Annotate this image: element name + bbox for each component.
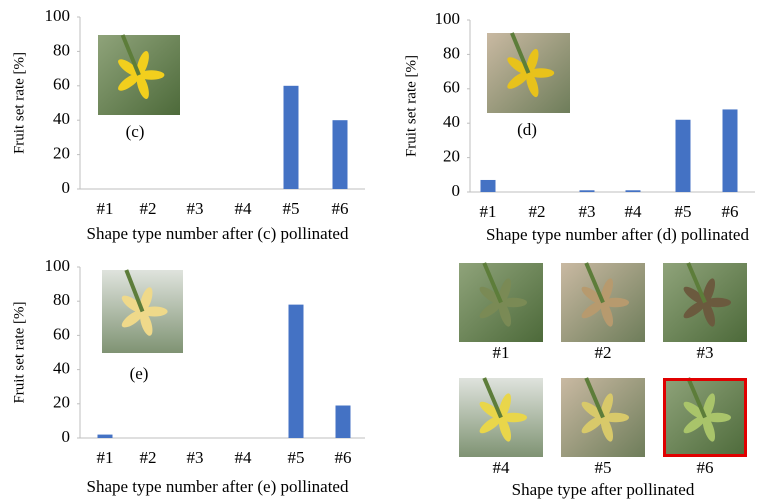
y-tick-label: 80: [53, 40, 70, 59]
y-tick-label: 80: [443, 43, 460, 62]
y-tick-label: 100: [45, 6, 71, 25]
annotation: (d): [517, 120, 537, 139]
x-tick-label: #3: [579, 202, 596, 221]
annotation: (c): [126, 122, 145, 141]
bar: [289, 305, 304, 438]
shape-label: #4: [493, 458, 511, 477]
y-tick-label: 0: [62, 427, 71, 446]
annotation: (e): [130, 364, 149, 383]
shape-label: #3: [697, 343, 714, 362]
x-tick-label: #6: [722, 202, 739, 221]
x-tick-label: #5: [288, 448, 305, 467]
shape-label: #1: [493, 343, 510, 362]
x-tick-label: #6: [332, 199, 349, 218]
bar: [676, 120, 691, 192]
y-tick-label: 60: [53, 75, 70, 94]
x-axis-label: Shape type number after (d) pollinated: [486, 225, 749, 244]
x-tick-label: #4: [235, 448, 253, 467]
y-tick-label: 40: [53, 359, 70, 378]
x-axis-label: Shape type number after (c) pollinated: [87, 224, 349, 243]
y-axis-label: Fruit set rate [%]: [11, 52, 27, 154]
bar: [626, 190, 641, 192]
x-tick-label: #2: [140, 448, 157, 467]
figure: 0 20 40 60 80 100 (c) #1 #2 #3 #4 #5 #6 Shape type nu…: [0, 0, 771, 502]
y-axis-label: Fruit set rate [%]: [403, 55, 419, 157]
y-tick-label: 100: [435, 9, 461, 28]
y-tick-label: 0: [452, 181, 461, 200]
shape-label: #6: [697, 458, 714, 477]
y-tick-label: 40: [443, 112, 460, 131]
x-tick-label: #2: [140, 199, 157, 218]
shape-label: #2: [595, 343, 612, 362]
x-tick-label: #1: [97, 448, 114, 467]
x-axis-label: Shape type number after (e) pollinated: [87, 477, 349, 496]
x-tick-label: #2: [529, 202, 546, 221]
y-axis-label: Fruit set rate [%]: [11, 301, 27, 403]
x-tick-label: #3: [187, 448, 204, 467]
x-tick-label: #1: [97, 199, 114, 218]
y-tick-label: 20: [443, 147, 460, 166]
bar: [98, 435, 113, 438]
x-tick-label: #1: [480, 202, 497, 221]
bar: [333, 120, 348, 189]
y-tick-label: 100: [45, 256, 71, 275]
y-tick-label: 80: [53, 290, 70, 309]
x-tick-label: #3: [187, 199, 204, 218]
y-tick-label: 40: [53, 109, 70, 128]
bar: [723, 109, 738, 192]
bar: [336, 406, 351, 438]
bar: [284, 86, 299, 189]
y-tick-label: 60: [443, 78, 460, 97]
shape-label: #5: [595, 458, 612, 477]
bar: [580, 190, 595, 192]
y-tick-label: 0: [62, 178, 71, 197]
bar: [481, 180, 496, 192]
y-tick-label: 20: [53, 144, 70, 163]
x-tick-label: #4: [235, 199, 253, 218]
x-tick-label: #5: [675, 202, 692, 221]
x-tick-label: #6: [335, 448, 352, 467]
x-tick-label: #4: [625, 202, 643, 221]
x-tick-label: #5: [283, 199, 300, 218]
panel-caption: Shape type after pollinated: [512, 480, 695, 499]
y-tick-label: 60: [53, 324, 70, 343]
y-tick-label: 20: [53, 393, 70, 412]
